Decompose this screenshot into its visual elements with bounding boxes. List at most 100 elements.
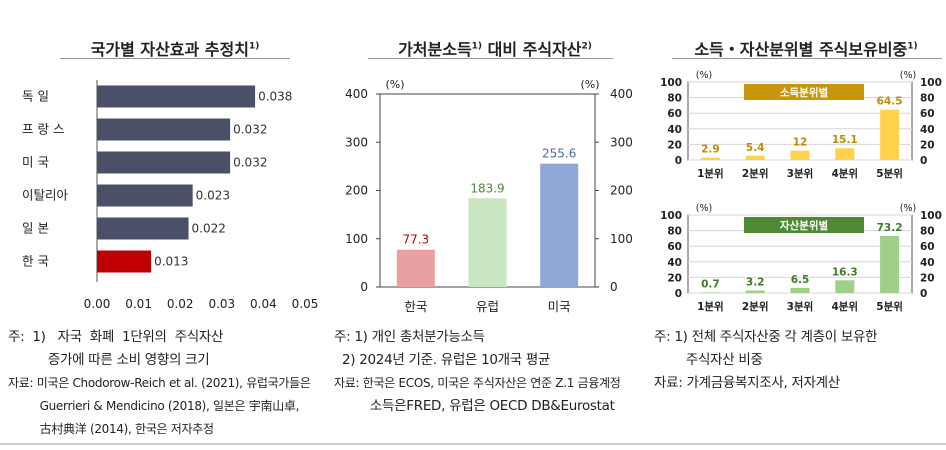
x-tick-label: 0.03	[208, 297, 235, 311]
bar	[790, 287, 810, 293]
unit-label-left: (%)	[696, 203, 712, 214]
y-tick-label-left: 0	[360, 280, 368, 294]
category-label: 3분위	[787, 300, 814, 313]
panel3-note-line: 주: 1) 전체 주식자산중 각 계층이 보유한	[654, 329, 878, 345]
data-label: 0.022	[192, 222, 226, 236]
bottom-divider	[0, 443, 946, 445]
data-label: 0.032	[233, 156, 267, 170]
legend-label: 자산분위별	[780, 219, 828, 232]
category-label: 일 본	[22, 221, 49, 236]
y-tick-label-right: 100	[920, 210, 942, 222]
bar	[835, 148, 855, 160]
y-tick-label-right: 100	[610, 232, 633, 246]
panel3-note-line: 주식자산 비중	[654, 352, 763, 368]
panel1-note-line: 古村典洋 (2014), 한국은 저자추정	[8, 422, 214, 436]
bar	[97, 184, 193, 207]
y-tick-label-left: 60	[667, 108, 682, 120]
bar	[97, 118, 231, 141]
panel1-note-line: 자료: 미국은 Chodorow-Reich et al. (2021), 유럽…	[8, 376, 311, 390]
category-label: 프 랑 스	[22, 122, 64, 137]
category-label: 미국	[548, 299, 571, 314]
x-tick-label: 0.00	[84, 297, 111, 311]
unit-label-left: (%)	[385, 78, 404, 91]
bar	[700, 292, 720, 293]
y-tick-label-right: 400	[610, 87, 633, 101]
data-label: 6.5	[791, 274, 810, 286]
category-label: 2분위	[742, 300, 769, 313]
data-label: 183.9	[470, 181, 504, 195]
category-label: 유럽	[476, 299, 499, 314]
y-tick-label-right: 0	[920, 155, 927, 167]
data-label: 64.5	[877, 96, 903, 108]
panel1-title-rule	[60, 58, 290, 59]
y-tick-label-left: 100	[345, 232, 368, 246]
bar	[835, 280, 855, 293]
panel1-notes: 주: 1) 자국 화폐 1단위의 주식자산 증가에 따른 소비 영향의 크기 자…	[8, 326, 311, 441]
data-label: 73.2	[877, 222, 903, 234]
category-label: 1분위	[697, 300, 724, 313]
panel3-title-rule	[672, 58, 942, 59]
data-label: 5.4	[746, 142, 765, 154]
y-tick-label-left: 80	[667, 93, 682, 105]
category-label: 4분위	[831, 300, 858, 313]
category-label: 4분위	[831, 167, 858, 180]
bar	[540, 163, 579, 287]
y-tick-label-left: 200	[345, 184, 368, 198]
panel3-notes: 주: 1) 전체 주식자산중 각 계층이 보유한 주식자산 비중 자료: 가계금…	[654, 326, 878, 395]
panel1-title-text: 국가별 자산효과 추정치	[90, 40, 249, 59]
category-label: 3분위	[787, 167, 814, 180]
category-label: 이탈리아	[22, 188, 69, 203]
y-tick-label-right: 60	[920, 241, 935, 253]
y-tick-label-left: 300	[345, 135, 368, 149]
data-label: 3.2	[746, 277, 765, 289]
y-tick-label-right: 20	[920, 272, 935, 284]
y-tick-label-right: 200	[610, 184, 633, 198]
unit-label-right: (%)	[900, 70, 916, 81]
y-tick-label-right: 100	[920, 77, 942, 89]
y-tick-label-left: 0	[675, 155, 682, 167]
bar	[97, 151, 231, 174]
panel2-note-line: 소득은FRED, 유럽은 OECD DB&Eurostat	[334, 398, 615, 414]
category-label: 한국	[404, 299, 427, 314]
y-tick-label-left: 0	[675, 288, 682, 300]
panel2-note-line: 주: 1) 개인 총처분가능소득	[334, 329, 485, 345]
panel2-title-sup2: 2)	[581, 41, 592, 52]
legend-label: 소득분위별	[780, 86, 828, 99]
bar	[880, 235, 900, 293]
panel1-title: 국가별 자산효과 추정치1)	[60, 36, 290, 60]
category-label: 한 국	[22, 254, 49, 269]
data-label: 2.9	[701, 144, 720, 156]
data-label: 0.013	[154, 255, 188, 269]
data-label: 0.7	[701, 278, 720, 290]
category-label: 5분위	[876, 167, 903, 180]
panel2-title-sup: 1)	[471, 41, 483, 52]
y-tick-label-right: 80	[920, 93, 935, 105]
x-tick-label: 0.05	[292, 297, 319, 311]
panel1-note-line: 주: 1) 자국 화폐 1단위의 주식자산	[8, 329, 224, 345]
panel3-title: 소득・자산분위별 주식보유비중1)	[668, 36, 944, 60]
panel2-notes: 주: 1) 개인 총처분가능소득 2) 2024년 기준. 유럽은 10개국 평…	[334, 326, 621, 418]
panel1-note-line: 증가에 따른 소비 영향의 크기	[8, 352, 210, 368]
category-label: 5분위	[876, 300, 903, 313]
x-tick-label: 0.01	[125, 297, 152, 311]
y-tick-label-right: 300	[610, 135, 633, 149]
data-label: 15.1	[832, 134, 858, 146]
data-label: 77.3	[402, 233, 429, 247]
y-tick-label-left: 400	[345, 87, 368, 101]
bar	[396, 249, 435, 287]
panel2-title: 가처분소득1) 대비 주식자산2)	[360, 36, 630, 60]
chart-asset-quintile: 0 0 20 20 40 40 60 60 80 80 100 100 (%) (%) 자산분위별 0.7 1분…	[660, 203, 942, 313]
data-label: 0.038	[258, 90, 292, 104]
panel3-title-text: 소득・자산분위별 주식보유비중	[694, 40, 908, 59]
panel2-title-rule	[368, 58, 613, 59]
panel3-note-line: 자료: 가계금융복지조사, 저자계산	[654, 375, 840, 391]
panel2-note-line: 자료: 한국은 ECOS, 미국은 주식자산은 연준 Z.1 금융계정	[334, 376, 621, 390]
bar	[97, 85, 256, 108]
y-tick-label-right: 40	[920, 124, 935, 136]
bar	[700, 157, 720, 160]
y-tick-label-left: 40	[667, 124, 682, 136]
data-label: 12	[793, 137, 808, 149]
y-tick-label-left: 80	[667, 226, 682, 238]
category-label: 2분위	[742, 167, 769, 180]
panel2-title-rest: 대비 주식자산	[482, 40, 582, 59]
